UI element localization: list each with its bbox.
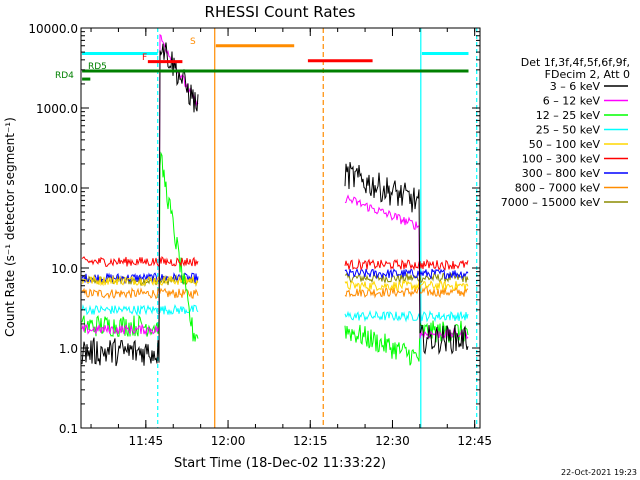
annotation-label-rd4: RD4 [55, 71, 74, 81]
x-axis-label: Start Time (18-Dec-02 11:33:22) [174, 456, 386, 471]
legend-label: 100 – 300 keV [522, 153, 601, 166]
legend-label: 7000 – 15000 keV [501, 196, 601, 209]
series-0 [81, 42, 469, 367]
annotation-label-rd5: RD5 [88, 62, 107, 72]
timestamp: 22-Oct-2021 19:23 [561, 468, 637, 477]
x-tick-label: 12:45 [457, 434, 492, 448]
series-4 [81, 274, 469, 292]
series-5 [81, 256, 469, 271]
y-tick-label: 1000.0 [36, 102, 78, 116]
legend-label: 12 – 25 keV [536, 109, 601, 122]
y-tick-label: 10000.0 [28, 22, 78, 36]
y-tick-label: 0.1 [59, 422, 78, 436]
y-tick-label: 100.0 [44, 182, 78, 196]
y-tick-label: 1.0 [59, 342, 78, 356]
legend-label: 800 – 7000 keV [515, 182, 601, 195]
x-tick-label: 12:30 [375, 434, 410, 448]
annotation-label-saa: S [190, 37, 196, 47]
legend-label: 3 – 6 keV [550, 80, 601, 93]
legend-label: 300 – 800 keV [522, 167, 601, 180]
y-tick-label: 10.0 [51, 262, 78, 276]
series-7 [81, 286, 469, 300]
x-tick-label: 12:00 [211, 434, 246, 448]
x-tick-label: 12:15 [293, 434, 328, 448]
series-3 [81, 303, 469, 323]
legend-label: 25 – 50 keV [536, 124, 601, 137]
x-tick-label: 11:45 [129, 434, 164, 448]
chart-title: RHESSI Count Rates [205, 3, 356, 21]
legend-header: Det 1f,3f,4f,5f,6f,9f, [521, 56, 630, 69]
series-6 [81, 267, 469, 285]
legend-label: 50 – 100 keV [529, 138, 601, 151]
plot-frame [80, 27, 481, 429]
annotation-label-flare: F [142, 53, 147, 63]
y-axis-label: Count Rate (s⁻¹ detector segment⁻¹) [3, 117, 17, 337]
legend-label: 6 – 12 keV [543, 95, 601, 108]
legend-header: FDecim 2, Att 0 [545, 68, 630, 81]
